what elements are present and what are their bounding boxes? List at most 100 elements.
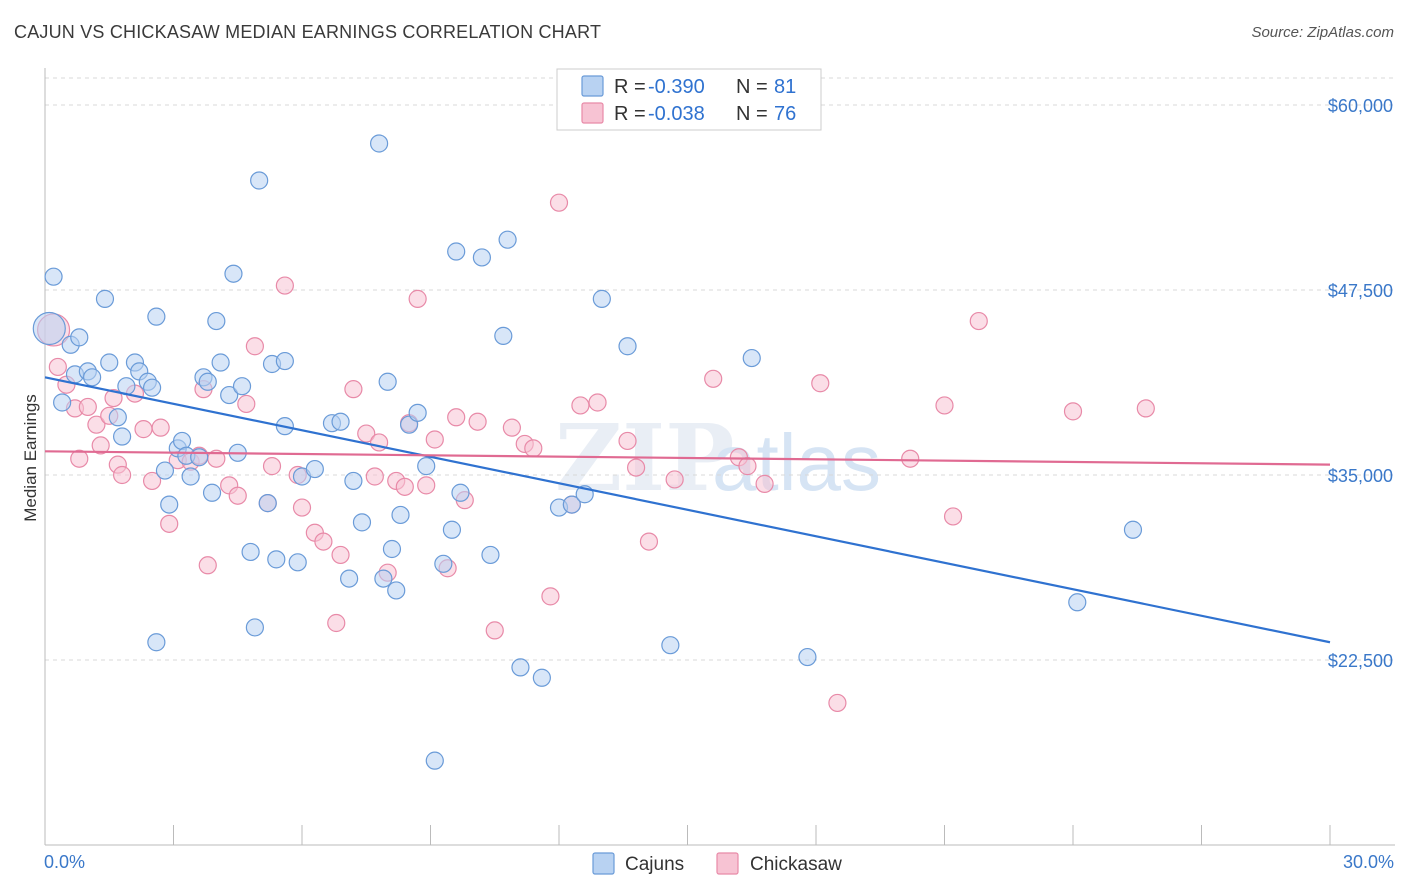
cajun-point (344, 471, 363, 491)
chart-title: CAJUN VS CHICKASAW MEDIAN EARNINGS CORRE… (14, 22, 602, 42)
cajun-point (661, 636, 680, 655)
cajun-point (370, 134, 389, 153)
chickasaw-point (408, 289, 427, 308)
gridlines (45, 77, 1395, 661)
cajun-point (211, 353, 230, 372)
bottom-legend-chickasaw-label: Chickasaw (750, 854, 842, 875)
chickasaw-point (935, 396, 954, 415)
cajun-point (742, 348, 761, 368)
chickasaw-point (327, 613, 346, 633)
cajun-point (155, 461, 175, 480)
cajun-points (32, 134, 1143, 770)
legend-chickasaw-n-value: 76 (774, 103, 796, 125)
cajun-point (245, 618, 264, 637)
chickasaw-trend-line (44, 450, 1331, 466)
cajun-point (378, 372, 397, 391)
cajun-point (53, 393, 72, 412)
cajun-point (198, 372, 217, 391)
legend-cajun-r-value: -0.390 (648, 76, 705, 98)
cajun-point (1068, 593, 1087, 612)
chickasaw-point (1136, 399, 1155, 418)
chickasaw-point (262, 457, 282, 476)
cajun-point (32, 311, 66, 346)
cajun-point (250, 171, 269, 190)
cajun-point (1123, 520, 1143, 539)
legend-chickasaw-r-label: R = (614, 103, 646, 125)
chickasaw-point (292, 498, 312, 517)
cajun-point (532, 668, 551, 687)
y-tick-label: $47,500 (1328, 281, 1393, 301)
cajun-point (95, 289, 115, 308)
cajun-point (202, 483, 222, 502)
chickasaw-point (48, 357, 67, 377)
chickasaw-point (417, 476, 436, 495)
cajun-point (562, 495, 581, 514)
chickasaw-point (626, 458, 646, 477)
cajun-point (352, 513, 372, 532)
chickasaw-point (571, 396, 590, 415)
cajun-point (258, 494, 277, 513)
bottom-legend-cajun-swatch (592, 852, 615, 875)
cajun-point (181, 467, 200, 486)
cajun-point (142, 378, 162, 397)
cajun-point (241, 542, 260, 562)
chickasaw-point (104, 388, 123, 408)
chickasaw-point (314, 532, 333, 551)
legend-cajun-r-label: R = (614, 76, 646, 98)
y-tick-labels: $22,500 $35,000 $47,500 $60,000 (1328, 96, 1393, 671)
chickasaw-point (357, 424, 376, 443)
top-legend: R = -0.390 N = 81 R = -0.038 N = 76 (556, 68, 822, 131)
cajun-point (275, 351, 294, 371)
cajun-point (160, 495, 179, 514)
cajun-point (374, 569, 393, 588)
x-tick-label-max: 30.0% (1343, 852, 1394, 872)
bottom-legend-cajun-label: Cajuns (625, 854, 684, 875)
cajun-point (442, 520, 462, 539)
chickasaw-point (425, 430, 444, 449)
chickasaw-point (665, 470, 684, 489)
chickasaw-point (549, 193, 569, 212)
cajun-point (112, 427, 132, 446)
chickasaw-point (160, 514, 179, 533)
y-tick-label: $22,500 (1328, 651, 1393, 671)
chickasaw-point (331, 545, 350, 565)
chickasaw-point (618, 431, 637, 451)
chickasaw-point (344, 380, 363, 399)
legend-cajun-n-label: N = (736, 76, 768, 98)
chickasaw-points (36, 193, 1155, 713)
y-axis-title: Median Earnings (21, 394, 40, 522)
cajun-point (798, 647, 817, 667)
chickasaw-point (541, 587, 560, 606)
cajun-point (267, 550, 286, 569)
chickasaw-point (738, 457, 757, 476)
cajun-point (224, 264, 243, 283)
cajun-point (331, 412, 350, 431)
chickasaw-point (901, 449, 920, 468)
chickasaw-point (524, 439, 543, 458)
cajun-point (425, 751, 444, 770)
chickasaw-point (112, 465, 132, 485)
cajun-point (391, 505, 410, 525)
axes (44, 68, 1395, 846)
chickasaw-point (639, 532, 659, 551)
chickasaw-point (1063, 402, 1083, 421)
cajun-trend-line (44, 376, 1331, 644)
chickasaw-point (142, 471, 162, 491)
chickasaw-point (447, 408, 466, 427)
chickasaw-point (87, 415, 106, 434)
legend-cajun-n-value: 81 (774, 76, 796, 98)
cajun-point (340, 569, 359, 588)
chickasaw-point (275, 276, 294, 295)
cajun-point (44, 267, 63, 286)
cajun-point (472, 248, 491, 267)
chickasaw-point (78, 397, 97, 417)
cajun-point (494, 326, 513, 345)
cajun-point (498, 230, 517, 249)
cajun-point (147, 307, 166, 326)
cajun-point (451, 483, 470, 502)
chickasaw-point (237, 394, 256, 414)
cajun-point (408, 403, 427, 422)
chickasaw-point (468, 412, 487, 431)
cajun-point (108, 408, 127, 427)
